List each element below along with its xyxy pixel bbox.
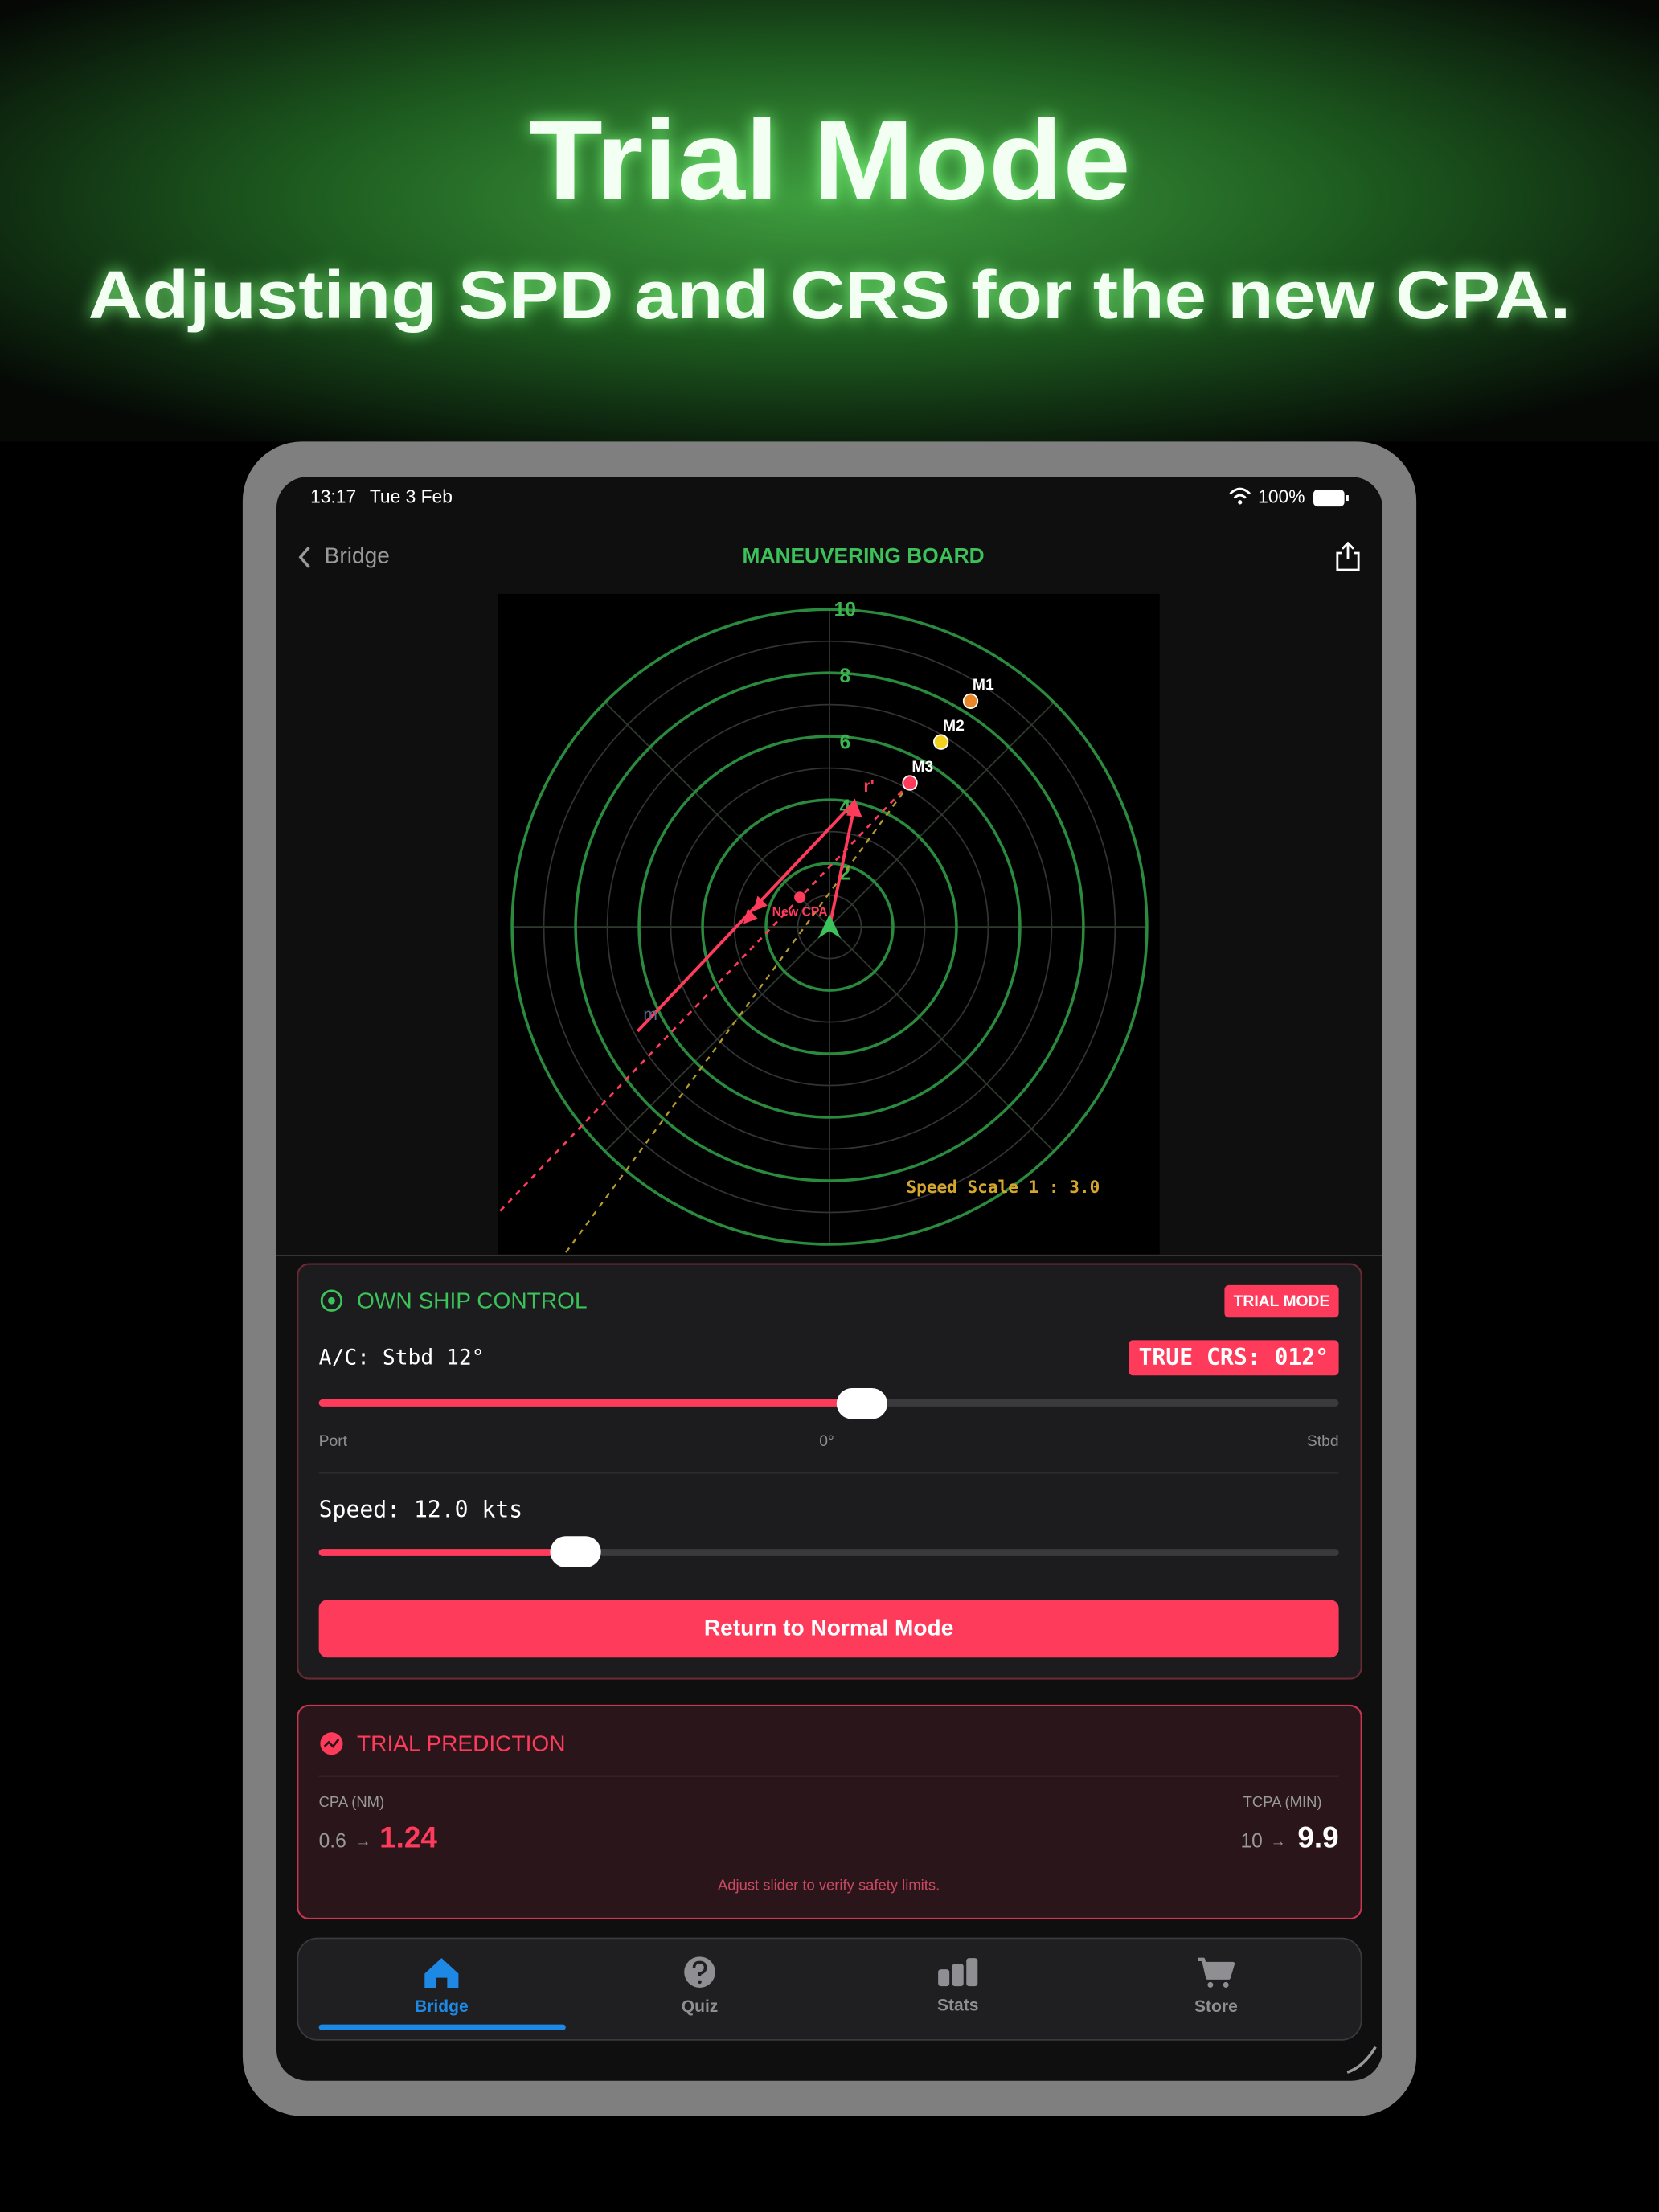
- board-ring: [670, 767, 989, 1087]
- cpa-point: [794, 891, 806, 903]
- ring-label: 10: [834, 599, 856, 621]
- prediction-title: TRIAL PREDICTION: [357, 1731, 565, 1755]
- relative-label: r': [864, 777, 875, 796]
- board-ring: [637, 735, 1022, 1119]
- tab-bar: [297, 1937, 1362, 2041]
- cpa-label: CPA (NM): [319, 1793, 384, 1810]
- contact-m2: [933, 734, 949, 750]
- tcpa-old: 10: [1240, 1831, 1262, 1853]
- board-ring: [701, 798, 958, 1055]
- cpa-arrow: →: [355, 1833, 371, 1850]
- wifi-icon: [1229, 487, 1251, 499]
- true-course-box: [1129, 1340, 1339, 1376]
- trial-badge: [1224, 1284, 1339, 1318]
- board-ring: [764, 862, 895, 992]
- panel-title: OWN SHIP CONTROL: [357, 1288, 588, 1313]
- speed-thumb[interactable]: [550, 1536, 601, 1567]
- yellow-dashed-line: [564, 792, 904, 1254]
- panel-icon-dot: [328, 1296, 335, 1305]
- prediction-panel: [297, 1704, 1362, 1919]
- corner-mark: [1346, 2046, 1377, 2074]
- vector-arrowhead: [846, 798, 862, 817]
- cpa-old: 0.6: [319, 1831, 346, 1853]
- status-time: 13:17: [310, 486, 356, 507]
- rudder-fill: [318, 1399, 862, 1407]
- relative-motion-line: [497, 782, 911, 1215]
- return-button-label[interactable]: Return to Normal Mode: [704, 1616, 953, 1641]
- tab-icon-bridge[interactable]: [424, 1958, 459, 1988]
- header-background: [0, 0, 1659, 442]
- back-chevron[interactable]: [298, 546, 310, 568]
- header-subtitle: Adjusting SPD and CRS for the new CPA.: [88, 257, 1571, 333]
- board-grid: [510, 608, 1149, 1246]
- tab-label[interactable]: Quiz: [682, 1997, 719, 2016]
- contact-m3: [902, 775, 918, 791]
- rudder-thumb[interactable]: [836, 1388, 887, 1419]
- speed-fill: [318, 1549, 576, 1556]
- header-title: Trial Mode: [528, 97, 1130, 223]
- board-ring: [543, 640, 1116, 1214]
- speed-readout: Speed: 12.0 kts: [319, 1497, 523, 1523]
- ring-label: 6: [839, 731, 850, 753]
- contact-label: M3: [911, 759, 933, 776]
- contact-label: M2: [943, 718, 965, 735]
- vector-arrowhead: [753, 895, 768, 911]
- vector-arrowhead: [743, 908, 758, 924]
- nav-title: MANEUVERING BOARD: [743, 543, 985, 567]
- tcpa-new: 9.9: [1297, 1821, 1338, 1854]
- tcpa-label: TCPA (MIN): [1243, 1793, 1322, 1810]
- status-date: Tue 3 Feb: [370, 486, 453, 507]
- own-ship-panel: [297, 1263, 1362, 1680]
- board-ring: [606, 703, 1053, 1150]
- tab-label[interactable]: Stats: [937, 1996, 978, 2014]
- rudder-scale-label: 0°: [819, 1433, 834, 1450]
- rudder-scale-label: Stbd: [1307, 1433, 1339, 1450]
- contact-m1: [962, 693, 979, 709]
- tab-icon-quiz-dot: [698, 1980, 702, 1985]
- prediction-icon-line: [323, 1739, 340, 1748]
- rudder-scale-label: Port: [319, 1433, 348, 1450]
- tab-icon-stats[interactable]: [938, 1958, 978, 1987]
- tab-icon-store[interactable]: [1198, 1957, 1235, 1988]
- board-ring: [574, 671, 1085, 1182]
- battery-tip: [1346, 495, 1349, 502]
- share-button[interactable]: [1336, 541, 1360, 571]
- speed-scale: Speed Scale 1 : 3.0: [906, 1177, 1100, 1197]
- ring-label: 8: [839, 666, 850, 687]
- battery-icon: [1313, 490, 1345, 507]
- tab-icon-quiz-mark: [692, 1960, 707, 1976]
- board-ring: [510, 608, 1149, 1246]
- wifi-dot: [1238, 500, 1243, 505]
- panel-icon: [320, 1289, 343, 1312]
- tab-indicator: [318, 2024, 566, 2030]
- trial-badge-text: TRIAL MODE: [1234, 1293, 1330, 1310]
- prediction-note: Adjust slider to verify safety limits.: [718, 1876, 940, 1893]
- rudder-readout: A/C: Stbd 12°: [319, 1346, 485, 1370]
- m-label: m: [643, 1006, 657, 1024]
- own-ship: [817, 914, 842, 939]
- board-ring: [797, 894, 862, 960]
- tcpa-arrow: →: [1270, 1833, 1285, 1850]
- contact-label: M1: [973, 677, 994, 694]
- true-vector: [828, 804, 857, 928]
- cpa-new: 1.24: [379, 1821, 437, 1854]
- cpa-label: New CPA: [772, 906, 828, 920]
- back-button[interactable]: Bridge: [325, 543, 390, 568]
- return-button[interactable]: [318, 1600, 1339, 1658]
- status-battery: 100%: [1258, 486, 1305, 507]
- tab-label[interactable]: Store: [1194, 1997, 1238, 2016]
- tab-label[interactable]: Bridge: [415, 1997, 469, 2016]
- true-course: TRUE CRS: 012°: [1139, 1344, 1329, 1370]
